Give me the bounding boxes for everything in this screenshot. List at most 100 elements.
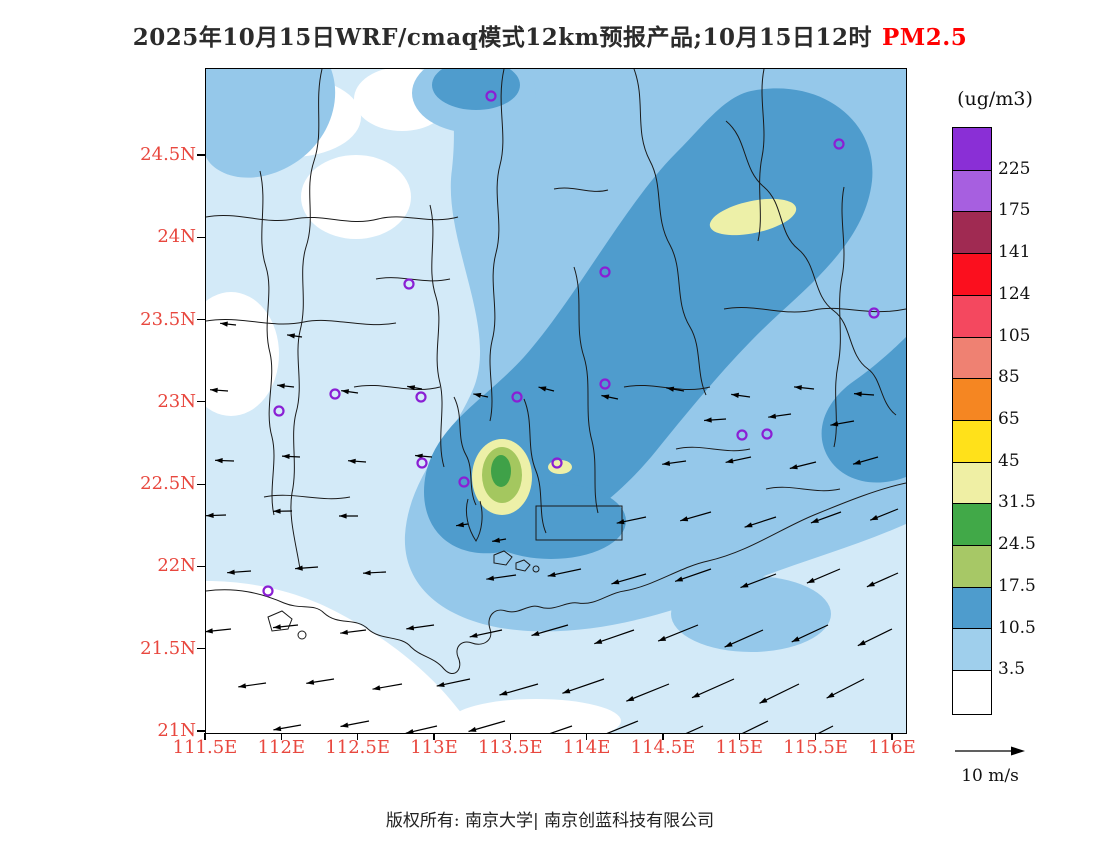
wind-arrow-head [340,629,348,635]
station-marker [273,405,285,417]
wind-arrow-head [499,690,508,696]
wind-arrow-head [789,464,798,470]
station-marker [262,585,274,597]
wind-arrow-head [759,697,768,704]
wind-arrow-head [287,333,295,339]
lon-tick-label: 113.5E [477,737,543,758]
island [297,630,307,640]
station-marker [329,388,341,400]
wind-arrow [685,725,704,733]
lon-tick-mark [586,733,588,740]
contour-fill-layer [206,69,906,733]
island [493,550,513,566]
lon-tick-label: 116E [868,737,916,758]
wind-arrow-head [562,688,571,694]
lon-tick-mark [357,733,359,740]
wind-arrow-head [616,519,625,525]
station-marker [868,307,880,319]
coastline [206,482,906,674]
station-marker [485,90,497,102]
colorbar-band [953,336,991,379]
colorbar-tick-label: 45 [998,450,1020,471]
colorbar-tick-label: 85 [998,367,1020,388]
colorbar-band [953,503,991,546]
wind-arrow [817,725,834,733]
lat-tick-label: 21.5N [140,637,196,659]
colorbar-band [953,586,991,629]
lon-tick-label: 114E [562,737,611,758]
wind-arrow-head [406,625,415,631]
pm-fill-medium [671,576,831,652]
lat-tick-label: 22.5N [140,473,196,495]
lon-tick-mark [204,733,206,740]
wind-arrow-head [210,387,218,393]
colorbar-band [953,628,991,671]
lon-tick-mark [891,733,893,740]
colorbar [952,127,992,715]
wind-arrow-head [295,565,303,571]
wind-reference-label: 10 m/s [961,766,1019,786]
wind-reference: 10 m/s [945,742,1035,786]
wind-arrow-head [611,579,620,585]
colorbar-band [953,419,991,462]
wind-arrow-head [348,458,356,464]
wind-arrow-head [854,391,862,397]
wind-arrow-head [340,722,349,728]
station-marker [416,457,428,469]
station-marker [511,391,523,403]
lat-tick-label: 23.5N [140,308,196,330]
wind-arrow-head [810,517,819,523]
lon-tick-mark [433,733,435,740]
lat-tick-label: 24.5N [140,144,196,165]
copyright-text: 版权所有: 南京大学| 南京创蓝科技有限公司 [385,811,715,831]
wind-arrow-head [227,569,235,575]
lat-tick-label: 21N [157,720,196,742]
wind-arrow-head [406,729,414,733]
lat-tick-mark [197,730,205,732]
wind-arrow-head [273,508,281,514]
wind-arrow-head [538,386,547,392]
wind-arrow-head [492,537,501,543]
page-title: 2025年10月15日WRF/cmaq模式12km预报产品;10月15日12时 P… [0,18,1100,52]
colorbar-tick-label: 65 [998,409,1020,429]
wind-arrow-head [680,516,689,522]
wind-arrow-head [870,515,879,521]
colorbar-tick-label: 17.5 [998,575,1036,596]
wind-arrow-head [339,513,347,519]
colorbar-tick-label: 175 [998,200,1031,221]
station-marker [403,278,415,290]
pm-fill-high-east [821,337,906,483]
lat-tick-mark [197,565,205,568]
wind-arrow-head [415,453,423,459]
wind-arrow-head [791,636,800,642]
wind-arrow-head [725,458,734,464]
station-marker [415,391,427,403]
colorbar-band [953,211,991,254]
colorbar-band [953,128,991,170]
wind-arrow-head [675,576,684,582]
estuary [465,498,483,542]
pm-fill-clean [301,155,411,239]
boundary-lines [206,69,906,674]
wind-arrow-head [547,572,556,577]
lon-tick-mark [280,733,282,740]
wind-arrow-head [372,685,381,691]
colorbar-band [953,545,991,587]
colorbar-band [953,670,991,712]
colorbar-tick-label: 225 [998,158,1031,179]
colorbar-unit-label: (ug/m3) [957,88,1033,110]
colorbar-tick-label: 3.5 [998,659,1026,680]
wind-arrow-head [601,394,610,400]
wind-arrow-head [282,453,290,459]
station-marker [833,138,845,150]
wind-arrow-head [238,683,247,689]
wind-arrow-head [866,581,875,587]
wind-arrow-head [594,638,603,644]
wind-arrow-head [853,459,861,465]
colorbar-tick-label: 141 [998,242,1031,263]
title-pollutant: PM2.5 [882,24,968,51]
wind-arrow-head [341,389,349,395]
wind-arrow-head [531,630,540,636]
lon-tick-label: 112.5E [325,737,390,758]
